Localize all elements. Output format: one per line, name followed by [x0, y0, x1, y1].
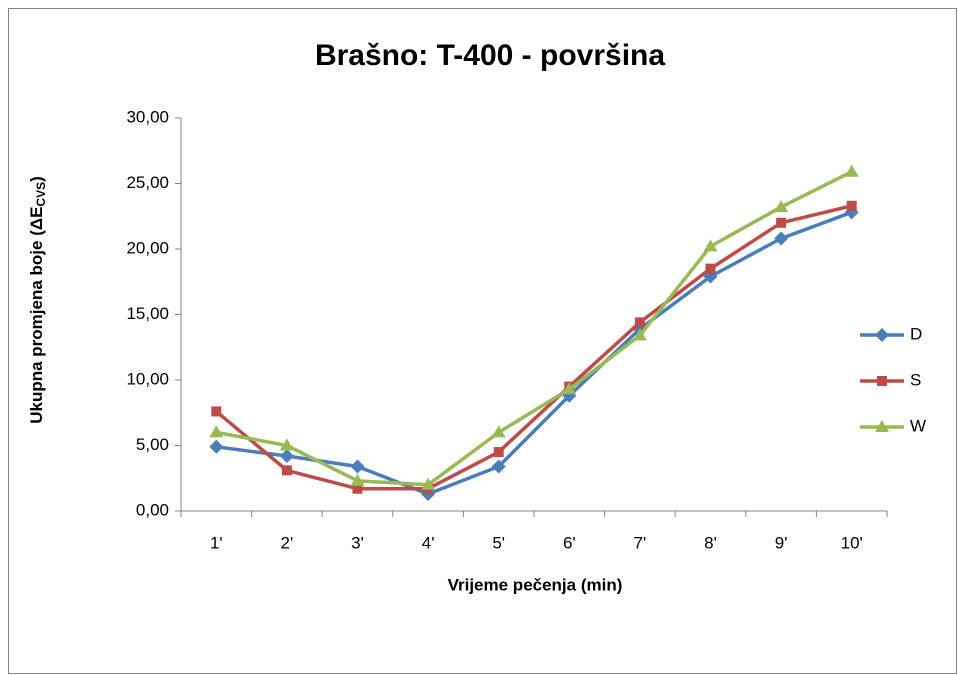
marker	[350, 459, 365, 474]
x-tick-label: 5'	[492, 533, 505, 552]
legend-marker	[875, 420, 889, 432]
marker	[350, 473, 365, 486]
y-tick-label: 15,00	[126, 304, 169, 323]
marker	[491, 425, 506, 438]
legend-label: W	[910, 416, 926, 435]
y-axis-label: Ukupna promjena boje (ΔECVS)	[27, 176, 48, 424]
y-label-end: )	[27, 176, 46, 182]
chart-title: Brašno: T-400 - površina	[315, 39, 665, 72]
x-axis-label: Vrijeme pečenja (min)	[448, 575, 623, 594]
marker	[774, 231, 789, 246]
y-tick-label: 20,00	[126, 238, 169, 257]
x-tick-label: 4'	[422, 533, 435, 552]
chart-border	[8, 8, 957, 674]
series-line	[215, 204, 853, 491]
marker	[281, 465, 292, 476]
marker	[279, 438, 294, 451]
marker	[632, 328, 647, 341]
y-tick-label: 0,00	[136, 500, 169, 519]
marker	[846, 200, 857, 211]
y-tick-label: 25,00	[126, 173, 169, 192]
marker	[491, 459, 506, 474]
marker	[352, 483, 363, 494]
marker	[421, 477, 436, 490]
y-tick-label: 10,00	[126, 369, 169, 388]
series-line	[216, 210, 853, 496]
y-tick-label: 5,00	[136, 435, 169, 454]
y-label-subscript: CVS	[34, 182, 48, 207]
x-tick-label: 9'	[775, 533, 788, 552]
marker	[634, 317, 645, 328]
marker	[562, 382, 577, 395]
x-tick-label: 7'	[634, 533, 647, 552]
marker	[705, 263, 716, 274]
x-tick-label: 3'	[351, 533, 364, 552]
marker	[703, 239, 718, 252]
x-tick-label: 1'	[210, 533, 223, 552]
marker	[493, 447, 504, 458]
marker	[776, 217, 787, 228]
x-tick-label: 2'	[281, 533, 294, 552]
y-tick-label: 30,00	[126, 107, 169, 126]
x-tick-label: 6'	[563, 533, 576, 552]
marker	[209, 439, 224, 454]
legend-label: D	[910, 324, 922, 343]
marker	[211, 406, 222, 417]
marker	[774, 200, 789, 213]
legend-marker	[875, 328, 889, 342]
marker	[279, 448, 294, 463]
y-label-text: Ukupna promjena boje (ΔE	[27, 207, 46, 424]
legend-label: S	[910, 370, 921, 389]
series-line	[215, 170, 853, 487]
legend-marker	[877, 376, 887, 386]
marker	[844, 164, 859, 177]
x-tick-label: 8'	[704, 533, 717, 552]
marker	[209, 425, 224, 438]
x-tick-label: 10'	[841, 533, 863, 552]
